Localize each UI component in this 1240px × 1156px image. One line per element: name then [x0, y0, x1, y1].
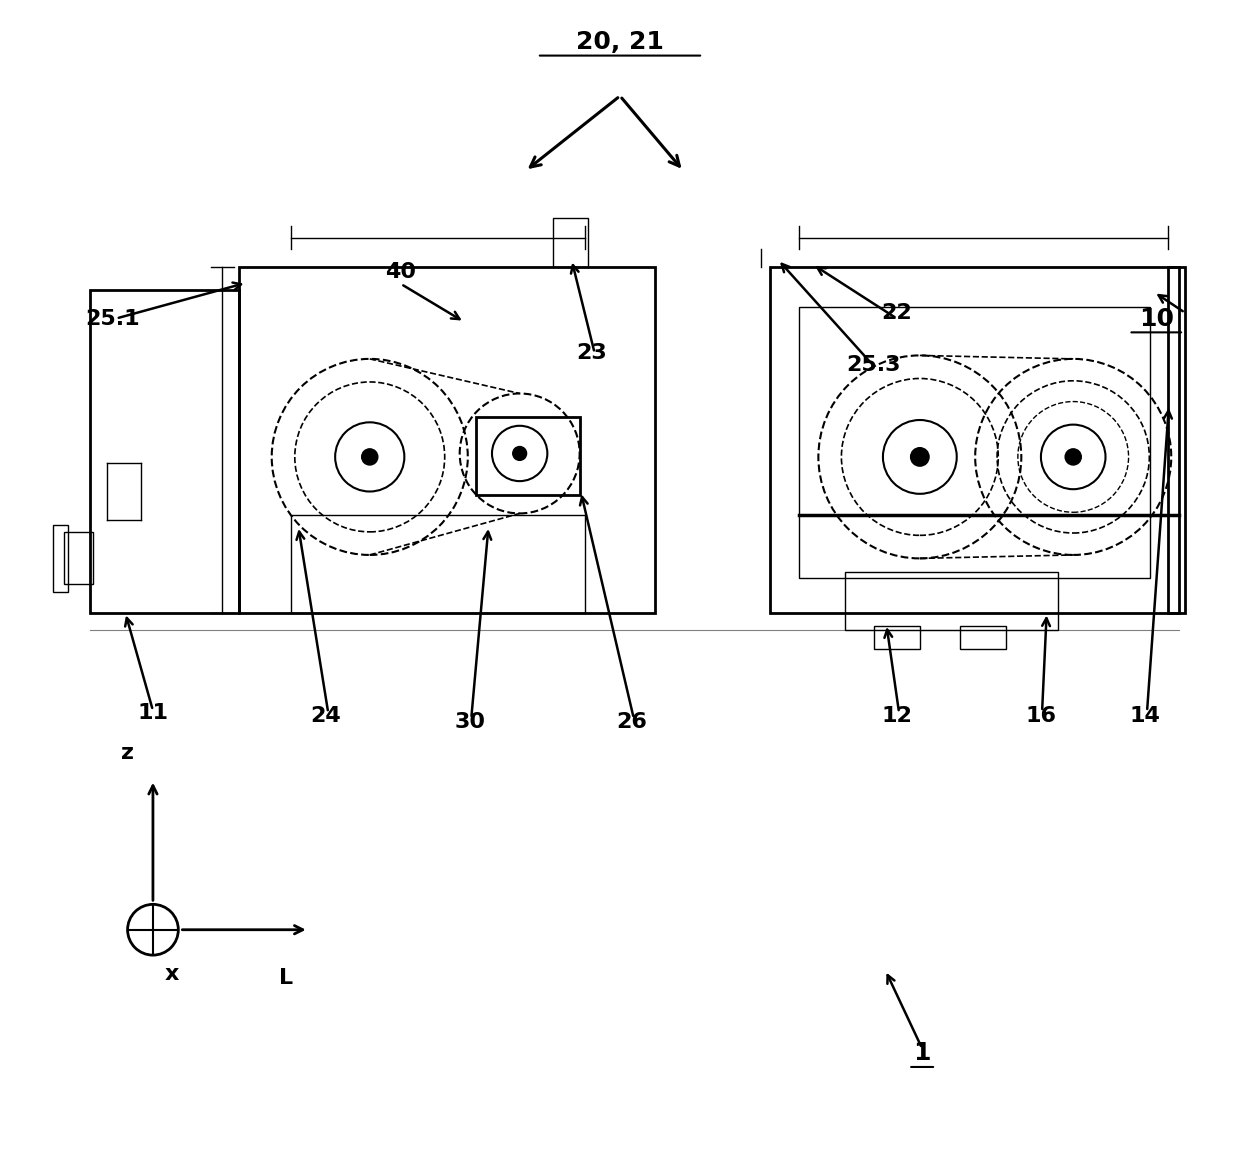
Bar	[553, 218, 588, 267]
Text: x: x	[165, 964, 179, 984]
Circle shape	[1065, 449, 1081, 465]
Bar	[239, 267, 655, 613]
Bar	[1168, 267, 1185, 613]
Bar	[799, 307, 1151, 578]
Bar	[874, 627, 920, 650]
Text: 25.3: 25.3	[847, 355, 901, 375]
Bar	[770, 267, 1179, 613]
Bar	[476, 416, 579, 495]
Text: 20, 21: 20, 21	[577, 30, 663, 53]
Text: 22: 22	[882, 303, 913, 323]
Bar	[64, 532, 93, 584]
Text: 16: 16	[1025, 706, 1056, 726]
Circle shape	[513, 446, 527, 460]
Circle shape	[910, 447, 929, 466]
Text: 10: 10	[1138, 306, 1174, 331]
Text: 25.1: 25.1	[86, 309, 140, 328]
Bar	[89, 290, 239, 613]
Text: z: z	[122, 742, 134, 763]
Bar	[291, 514, 585, 613]
Bar	[960, 627, 1007, 650]
Text: 12: 12	[882, 706, 913, 726]
Text: 14: 14	[1130, 706, 1161, 726]
Bar	[844, 572, 1058, 630]
Text: 23: 23	[575, 343, 606, 363]
Text: 24: 24	[310, 706, 341, 726]
Text: 40: 40	[386, 262, 417, 282]
Text: L: L	[279, 969, 293, 988]
Text: 11: 11	[138, 703, 169, 722]
Circle shape	[362, 449, 378, 465]
Text: 26: 26	[616, 712, 647, 732]
Text: 1: 1	[914, 1042, 931, 1065]
Bar	[52, 525, 68, 592]
Text: 30: 30	[455, 712, 486, 732]
